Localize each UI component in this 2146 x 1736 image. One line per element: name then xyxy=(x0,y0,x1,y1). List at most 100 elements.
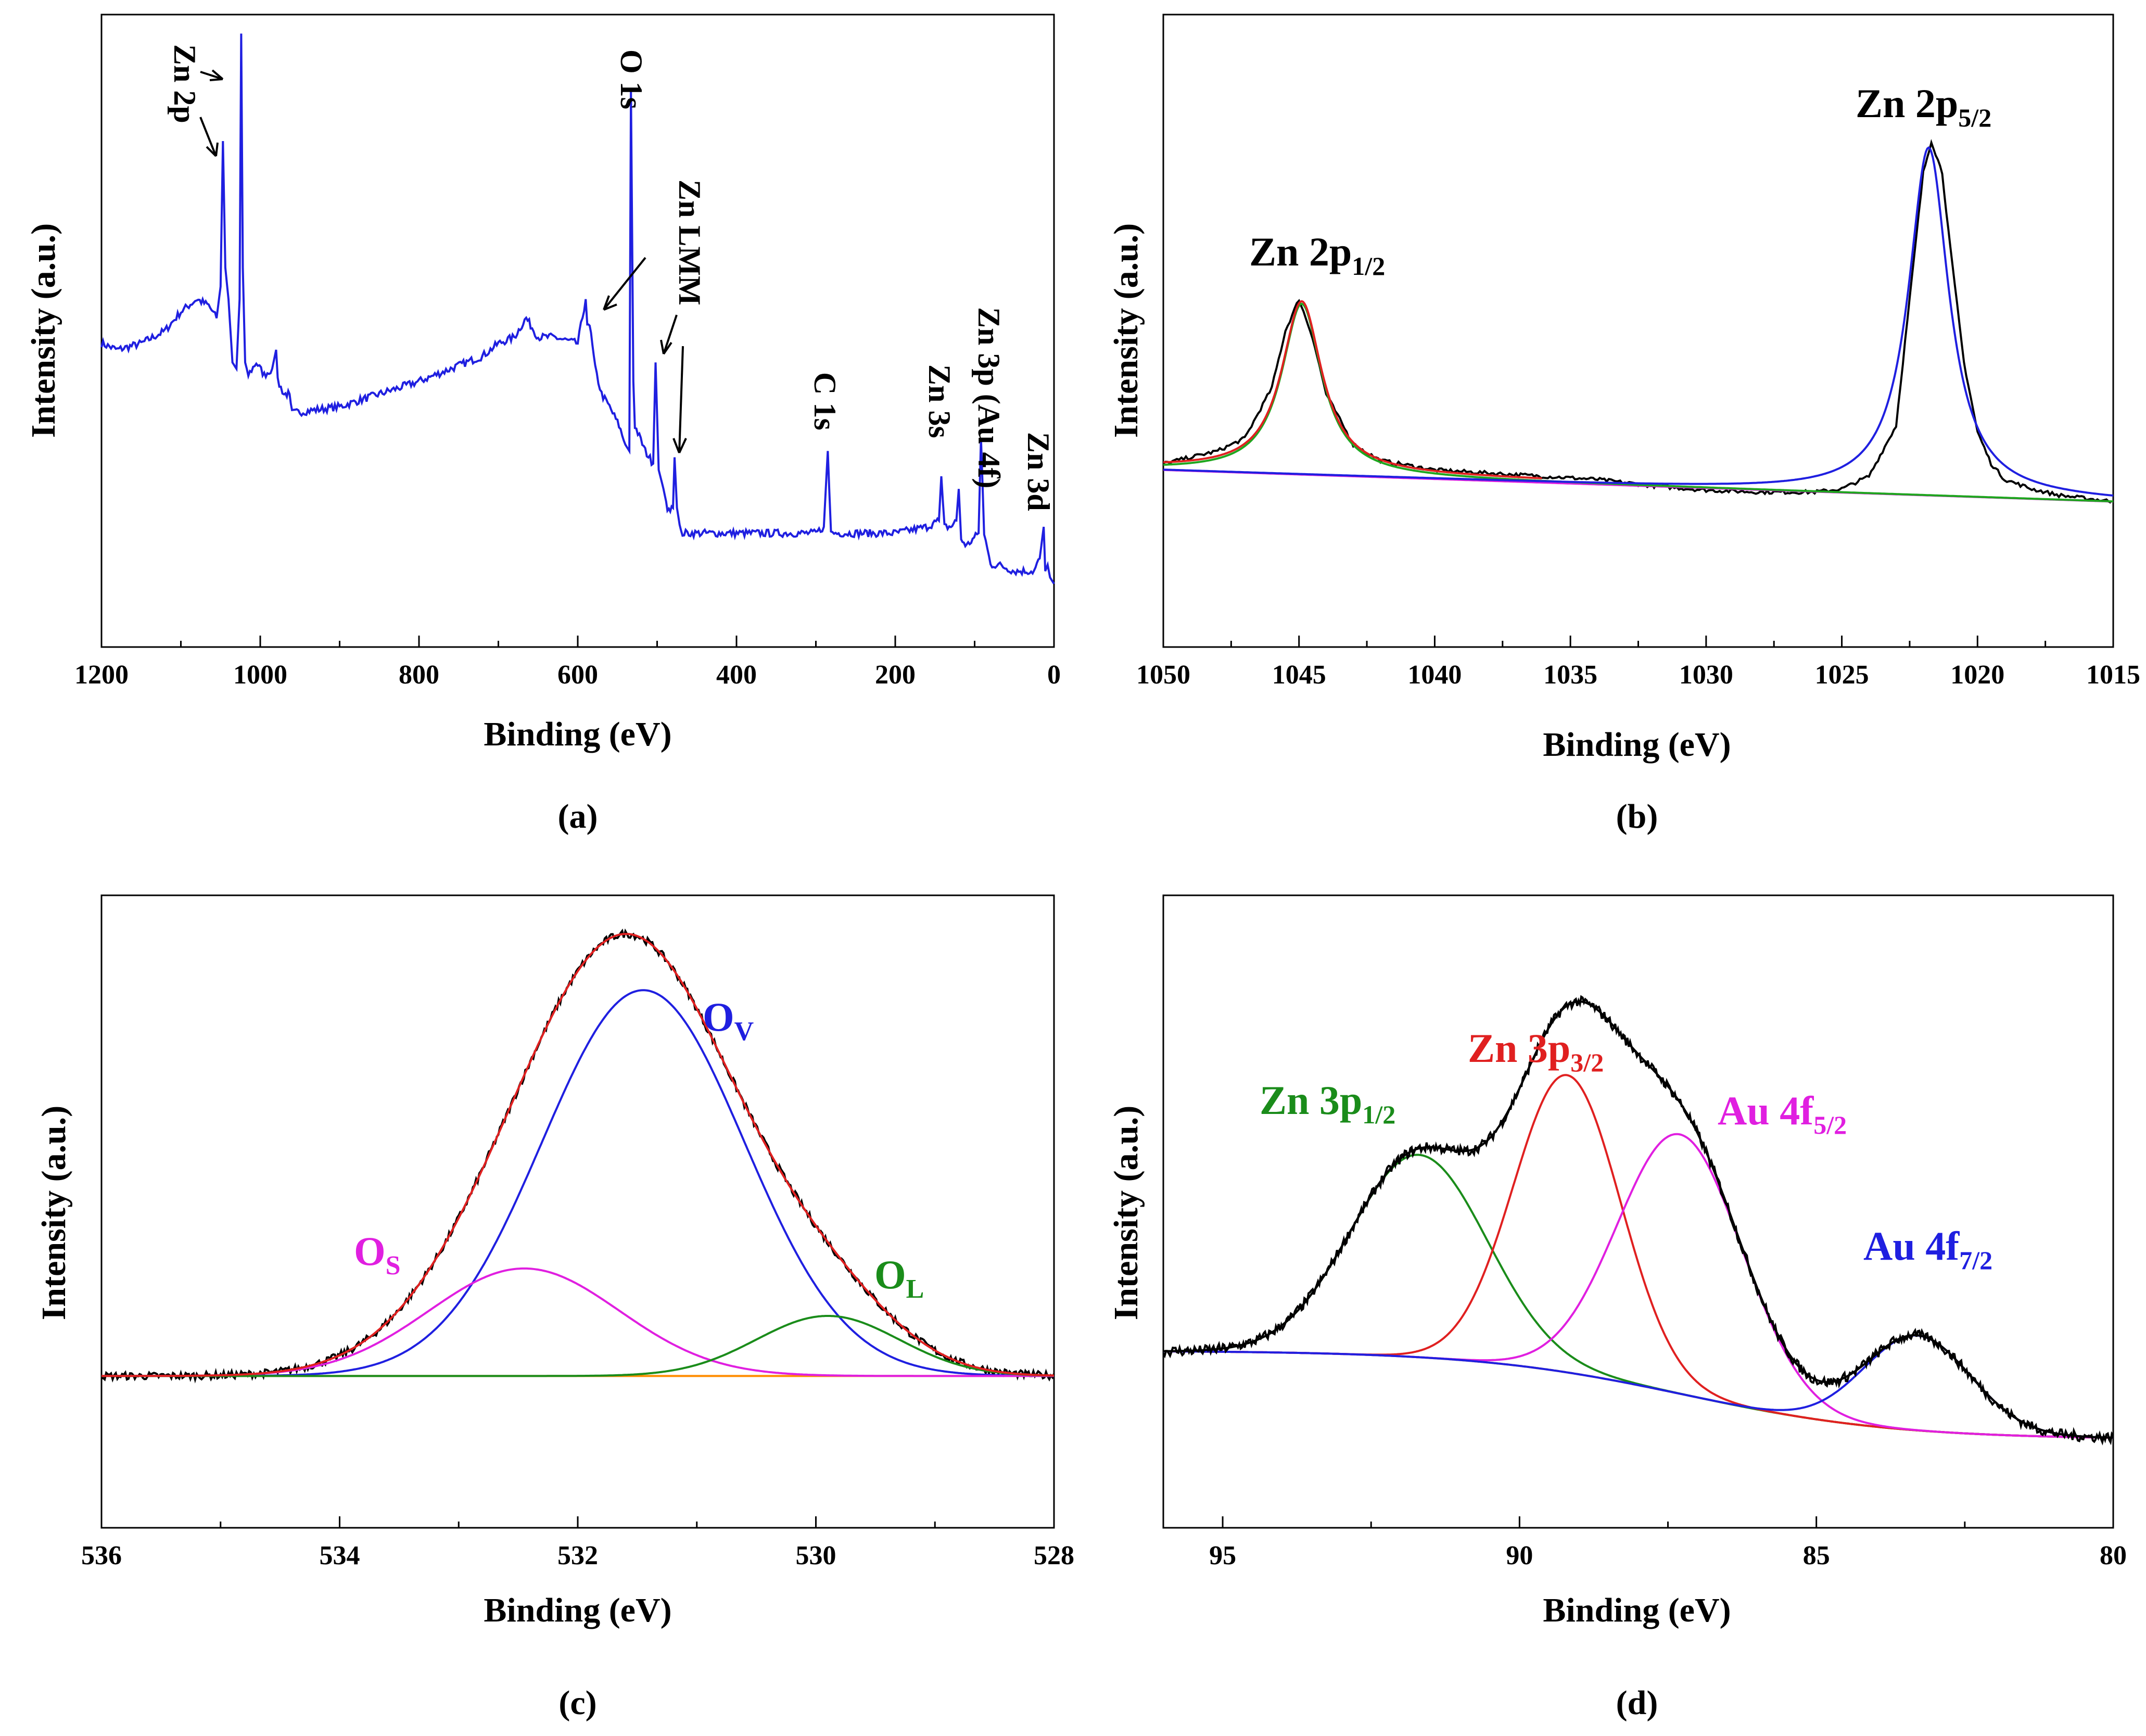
panel-c-x-ticks: 536 534 532 530 528 xyxy=(81,1516,1074,1570)
ol-fit-line xyxy=(101,1315,1054,1377)
x-tick-label: 530 xyxy=(796,1541,836,1570)
x-tick-label: 800 xyxy=(399,660,439,690)
x-tick-label: 528 xyxy=(1034,1541,1074,1570)
panel-a-x-ticks: 1200 1000 800 600 400 200 0 xyxy=(74,636,1061,690)
panel-c-label: (c) xyxy=(558,1684,596,1722)
x-tick-label: 400 xyxy=(716,660,757,690)
zn-3p-1-2-fit-line xyxy=(1163,1154,2113,1439)
annotation-c-1s: C 1s xyxy=(808,372,842,430)
ov-fit-line xyxy=(101,989,1054,1377)
x-tick-label: 1050 xyxy=(1136,660,1190,690)
label-ov-main: O xyxy=(703,994,734,1040)
panel-b-xlabel: Binding (eV) xyxy=(1543,726,1731,764)
label-zn-3p-1-2-main: Zn 3p xyxy=(1260,1078,1362,1123)
panel-a-annotations: Zn 2p O 1s Zn LMM C 1s Zn 3s Zn 3p (Au 4… xyxy=(168,44,1056,511)
label-zn-3p-3-2-sub: 3/2 xyxy=(1570,1048,1604,1077)
label-os-sub: S xyxy=(386,1251,401,1281)
au-4f-5-2-fit-line xyxy=(1163,1133,2113,1439)
x-tick-label: 1025 xyxy=(1815,660,1869,690)
x-tick-label: 95 xyxy=(1209,1541,1236,1570)
panel-d-series xyxy=(1162,995,2114,1446)
arrow-zn-2p-lower-head xyxy=(206,142,219,157)
label-au-4f-5-2-sub: 5/2 xyxy=(1813,1110,1847,1139)
panel-b-x-ticks: 1050 1045 1040 1035 1030 1025 1020 1015 xyxy=(1136,636,2140,690)
label-zn-3p-3-2-main: Zn 3p xyxy=(1468,1025,1570,1071)
x-tick-label: 85 xyxy=(1803,1541,1830,1570)
arrow-zn-lmm-1 xyxy=(603,257,646,311)
x-tick-label: 536 xyxy=(81,1541,122,1570)
annotation-zn-2p: Zn 2p xyxy=(168,44,202,123)
label-au-4f-7-2: Au 4f7/2 xyxy=(1863,1223,1992,1275)
label-au-4f-5-2-main: Au 4f xyxy=(1718,1088,1814,1133)
x-tick-label: 534 xyxy=(320,1541,360,1570)
annotation-zn-lmm: Zn LMM xyxy=(672,180,707,306)
zn-2p-5-2-fit-line xyxy=(1163,146,2114,497)
x-tick-label: 1045 xyxy=(1272,660,1326,690)
panel-c-ylabel: Intensity (a.u.) xyxy=(35,1106,73,1321)
panel-d-ylabel: Intensity (a.u.) xyxy=(1107,1106,1145,1321)
x-tick-label: 532 xyxy=(557,1541,598,1570)
panel-c-series xyxy=(101,928,1055,1384)
panel-d-x-ticks: 95 90 85 80 xyxy=(1209,1516,2127,1570)
arrow-zn-lmm-2 xyxy=(663,314,678,354)
panel-a: 1200 1000 800 600 400 200 0 Zn 2p O 1s Zn LMM … xyxy=(24,14,1061,835)
label-ov: OV xyxy=(703,994,754,1046)
label-ov-sub: V xyxy=(734,1017,754,1046)
panel-c-frame xyxy=(100,894,1055,1529)
label-au-4f-5-2: Au 4f5/2 xyxy=(1718,1088,1847,1139)
x-tick-label: 0 xyxy=(1047,660,1061,690)
arrow-zn-lmm-2-head xyxy=(660,339,672,355)
label-ol: OL xyxy=(874,1252,924,1304)
label-ol-main: O xyxy=(874,1252,906,1297)
raw-spectrum-line xyxy=(101,928,1055,1384)
baseline-line xyxy=(1163,1350,2113,1439)
panel-b: 1050 1045 1040 1035 1030 1025 1020 1015 Zn 2p1/… xyxy=(1107,14,2140,835)
annotation-zn-3s: Zn 3s xyxy=(922,364,957,438)
x-tick-label: 1035 xyxy=(1543,660,1597,690)
panel-a-arrows xyxy=(199,69,687,453)
panel-b-label: (b) xyxy=(1616,797,1658,835)
arrow-zn-2p-upper-head xyxy=(209,69,224,81)
arrow-zn-lmm-3 xyxy=(678,346,684,453)
panel-a-xlabel: Binding (eV) xyxy=(484,715,671,753)
panel-d-label: (d) xyxy=(1616,1684,1658,1722)
label-au-4f-7-2-main: Au 4f xyxy=(1863,1223,1960,1269)
panel-d: 95 90 85 80 Zn 3p1/2 Zn 3p3/2 Au 4f5/2 Au 4… xyxy=(1107,894,2127,1722)
arrow-zn-2p-lower xyxy=(199,117,217,157)
x-tick-label: 1200 xyxy=(74,660,129,690)
arrow-zn-lmm-1-head xyxy=(603,295,617,311)
label-zn-2p-5-2: Zn 2p5/2 xyxy=(1856,81,1991,132)
x-tick-label: 600 xyxy=(557,660,598,690)
label-zn-3p-1-2: Zn 3p1/2 xyxy=(1260,1078,1395,1129)
arrow-zn-2p-upper xyxy=(200,71,223,80)
x-tick-label: 90 xyxy=(1506,1541,1533,1570)
envelope-line xyxy=(101,933,1054,1377)
label-au-4f-7-2-sub: 7/2 xyxy=(1959,1246,1992,1275)
label-os: OS xyxy=(354,1228,401,1281)
label-zn-3p-1-2-sub: 1/2 xyxy=(1362,1100,1395,1129)
panel-d-frame xyxy=(1162,894,2114,1529)
panel-c: 536 534 532 530 528 OV OS OL Binding (eV) In… xyxy=(35,894,1074,1722)
arrow-zn-lmm-3-head xyxy=(672,438,687,453)
annotation-zn-3d: Zn 3d xyxy=(1021,432,1056,511)
x-tick-label: 1000 xyxy=(233,660,287,690)
x-tick-label: 1020 xyxy=(1950,660,2004,690)
label-os-main: O xyxy=(354,1228,386,1274)
panel-a-label: (a) xyxy=(558,797,598,835)
x-tick-label: 1015 xyxy=(2086,660,2140,690)
panel-b-ylabel: Intensity (a.u.) xyxy=(1107,223,1145,438)
x-tick-label: 1040 xyxy=(1407,660,1462,690)
panel-a-ylabel: Intensity (a.u.) xyxy=(24,223,62,438)
panel-a-series xyxy=(100,33,1055,585)
x-tick-label: 80 xyxy=(2100,1541,2127,1570)
panel-b-series xyxy=(1162,139,2114,504)
envelope-line xyxy=(1163,1000,2114,1439)
label-zn-3p-3-2: Zn 3p3/2 xyxy=(1468,1025,1604,1077)
x-tick-label: 200 xyxy=(875,660,916,690)
annotation-zn-3p-au-4f: Zn 3p (Au 4f) xyxy=(972,307,1006,488)
panel-d-xlabel: Binding (eV) xyxy=(1543,1591,1731,1629)
panel-c-xlabel: Binding (eV) xyxy=(484,1591,671,1629)
survey-spectrum-line xyxy=(100,33,1055,585)
label-zn-2p-1-2-main: Zn 2p xyxy=(1249,229,1352,274)
